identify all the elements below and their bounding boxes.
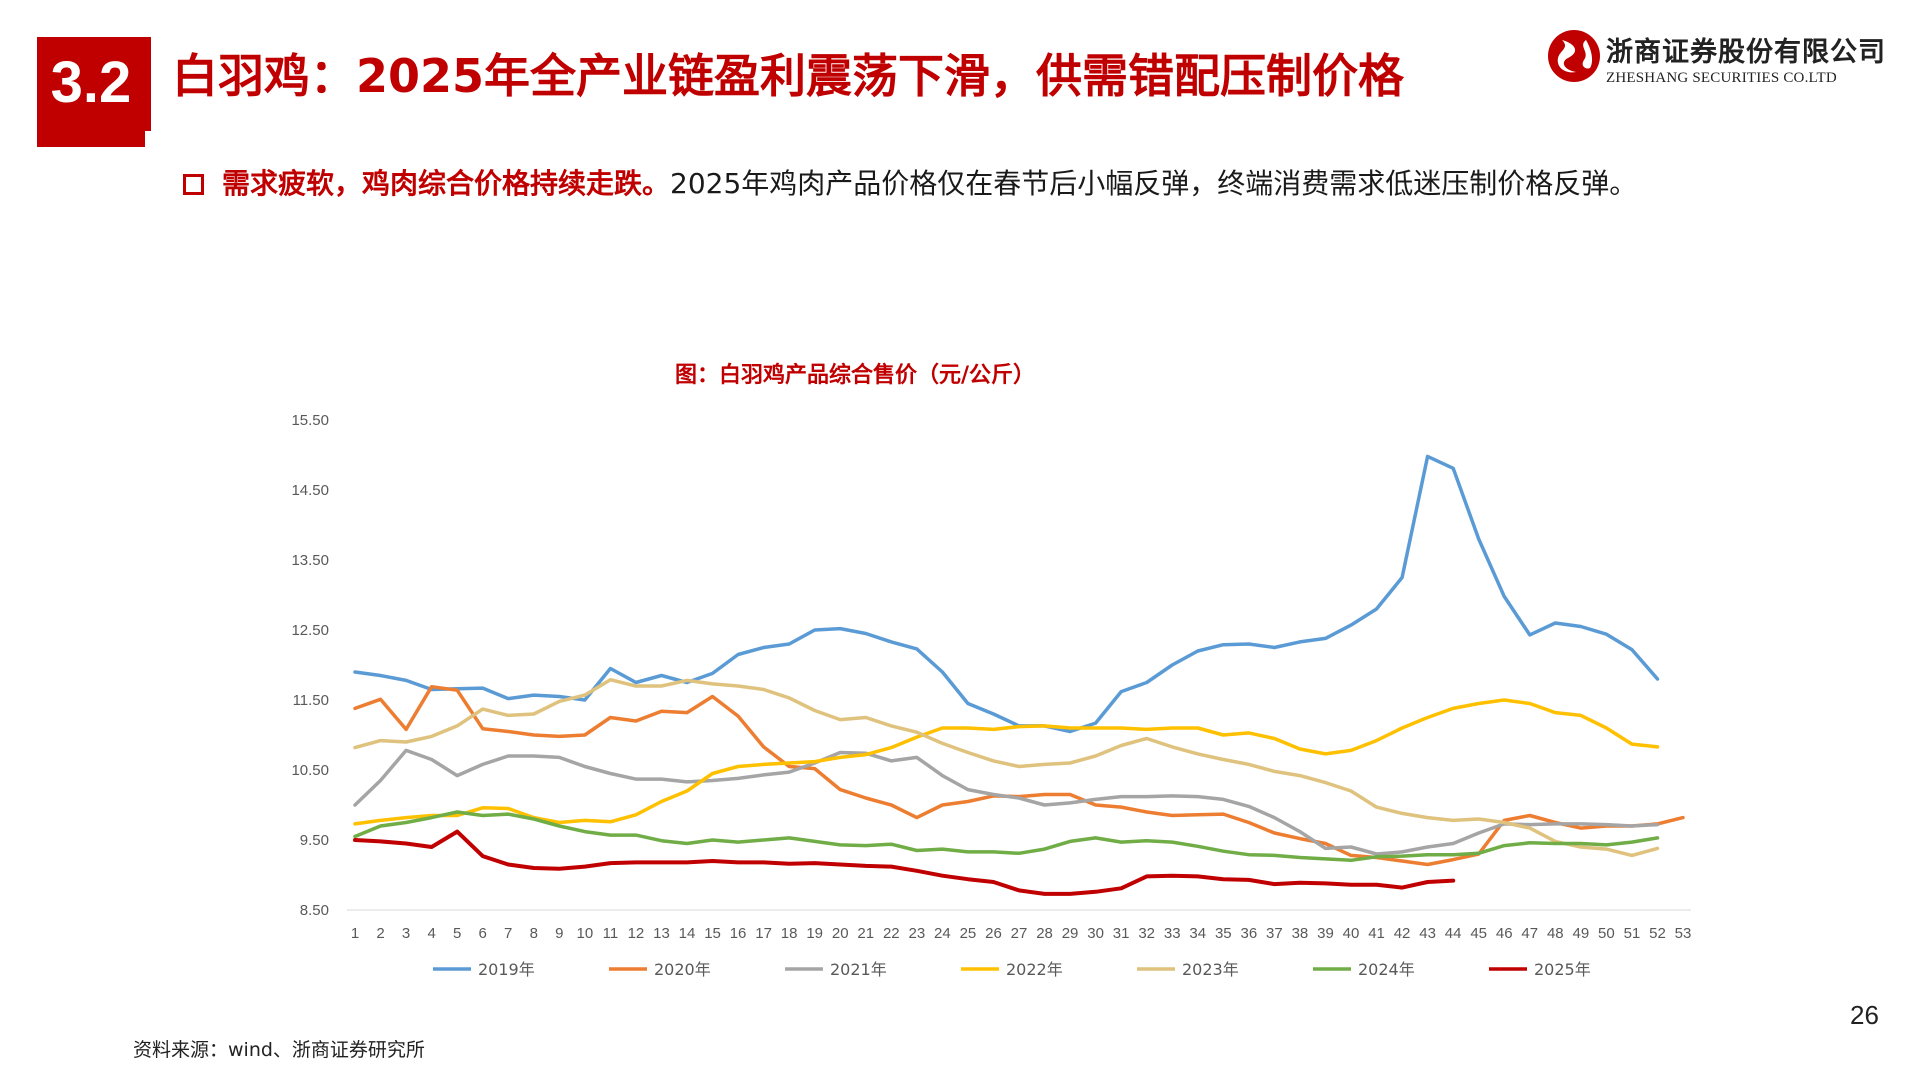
y-tick-label: 10.50: [291, 762, 329, 779]
x-tick-label: 26: [985, 925, 1002, 942]
x-tick-label: 15: [704, 925, 721, 942]
x-tick-label: 38: [1292, 925, 1309, 942]
y-tick-label: 13.50: [291, 552, 329, 569]
x-tick-label: 23: [909, 925, 926, 942]
x-tick-label: 29: [1062, 925, 1079, 942]
legend-label: 2024年: [1358, 960, 1415, 979]
chart-title: 图：白羽鸡产品综合售价（元/公斤）: [675, 362, 1035, 388]
x-tick-label: 25: [960, 925, 977, 942]
bullet-square-icon: [183, 174, 204, 195]
section-divider: [145, 37, 151, 131]
x-tick-label: 37: [1266, 925, 1283, 942]
x-tick-label: 24: [934, 925, 951, 942]
page-title: 白羽鸡：2025年全产业链盈利震荡下滑，供需错配压制价格: [172, 49, 1405, 103]
series-line-2020年: [353, 684, 1685, 867]
series-line-2023年: [353, 677, 1660, 858]
series-line-2025年: [353, 829, 1456, 896]
legend-label: 2021年: [830, 960, 887, 979]
y-tick-label: 14.50: [291, 482, 329, 499]
x-tick-label: 7: [504, 925, 512, 942]
bullet-bold-text: 需求疲软，鸡肉综合价格持续走跌。: [222, 167, 671, 200]
source-note: 资料来源：wind、浙商证券研究所: [133, 1039, 425, 1061]
y-tick-label: 15.50: [291, 412, 329, 429]
y-tick-label: 9.50: [300, 832, 329, 849]
x-tick-label: 44: [1445, 925, 1462, 942]
series-line-2022年: [353, 698, 1660, 826]
y-tick-label: 8.50: [300, 902, 329, 919]
series-line-2021年: [353, 748, 1660, 856]
x-tick-label: 34: [1189, 925, 1206, 942]
x-tick-label: 39: [1317, 925, 1334, 942]
x-tick-label: 42: [1394, 925, 1411, 942]
x-tick-label: 17: [755, 925, 772, 942]
x-tick-label: 50: [1598, 925, 1615, 942]
x-tick-label: 33: [1164, 925, 1181, 942]
legend-label: 2025年: [1534, 960, 1591, 979]
x-tick-label: 5: [453, 925, 461, 942]
x-tick-label: 53: [1675, 925, 1692, 942]
x-tick-label: 1: [351, 925, 359, 942]
page-number: 26: [1850, 1000, 1879, 1030]
x-tick-label: 51: [1624, 925, 1641, 942]
x-tick-label: 8: [530, 925, 538, 942]
company-name-en: ZHESHANG SECURITIES CO.LTD: [1606, 70, 1837, 86]
x-tick-label: 35: [1215, 925, 1232, 942]
legend-label: 2019年: [478, 960, 535, 979]
x-tick-label: 18: [781, 925, 798, 942]
series-line-2024年: [353, 810, 1660, 863]
section-number: 3.2: [50, 50, 132, 115]
x-tick-label: 21: [857, 925, 874, 942]
section-number-box: [37, 37, 145, 147]
y-tick-label: 11.50: [293, 692, 329, 709]
legend-label: 2023年: [1182, 960, 1239, 979]
x-tick-label: 10: [577, 925, 594, 942]
legend-label: 2020年: [654, 960, 711, 979]
x-tick-label: 13: [653, 925, 670, 942]
x-tick-label: 12: [628, 925, 645, 942]
x-tick-label: 32: [1138, 925, 1155, 942]
x-tick-label: 22: [883, 925, 900, 942]
x-tick-label: 43: [1419, 925, 1436, 942]
x-tick-label: 11: [603, 925, 619, 942]
x-tick-label: 52: [1649, 925, 1666, 942]
x-tick-label: 41: [1368, 925, 1385, 942]
bullet-point: 需求疲软，鸡肉综合价格持续走跌。2025年鸡肉产品价格仅在春节后小幅反弹，终端消…: [222, 164, 1637, 204]
series-line-2019年: [353, 454, 1660, 734]
x-tick-label: 6: [479, 925, 487, 942]
x-tick-label: 48: [1547, 925, 1564, 942]
x-tick-label: 19: [806, 925, 823, 942]
x-tick-label: 27: [1011, 925, 1028, 942]
x-tick-label: 3: [402, 925, 410, 942]
x-tick-label: 30: [1087, 925, 1104, 942]
x-tick-label: 20: [832, 925, 849, 942]
x-tick-label: 16: [730, 925, 747, 942]
company-name-cn: 浙商证券股份有限公司: [1606, 37, 1886, 68]
x-tick-label: 45: [1470, 925, 1487, 942]
zheshang-logo-icon: [1548, 30, 1600, 82]
legend-label: 2022年: [1006, 960, 1063, 979]
x-tick-label: 9: [555, 925, 563, 942]
x-tick-label: 31: [1113, 925, 1130, 942]
x-tick-label: 2: [376, 925, 384, 942]
x-tick-label: 28: [1036, 925, 1053, 942]
x-tick-label: 14: [679, 925, 696, 942]
x-tick-label: 46: [1496, 925, 1513, 942]
bullet-body-text: 2025年鸡肉产品价格仅在春节后小幅反弹，终端消费需求低迷压制价格反弹。: [670, 167, 1638, 200]
x-tick-label: 47: [1521, 925, 1538, 942]
x-tick-label: 36: [1241, 925, 1258, 942]
y-tick-label: 12.50: [291, 622, 329, 639]
x-tick-label: 4: [427, 925, 435, 942]
x-tick-label: 40: [1343, 925, 1360, 942]
company-logo: 浙商证券股份有限公司 ZHESHANG SECURITIES CO.LTD: [1546, 28, 1886, 92]
x-tick-label: 49: [1573, 925, 1590, 942]
